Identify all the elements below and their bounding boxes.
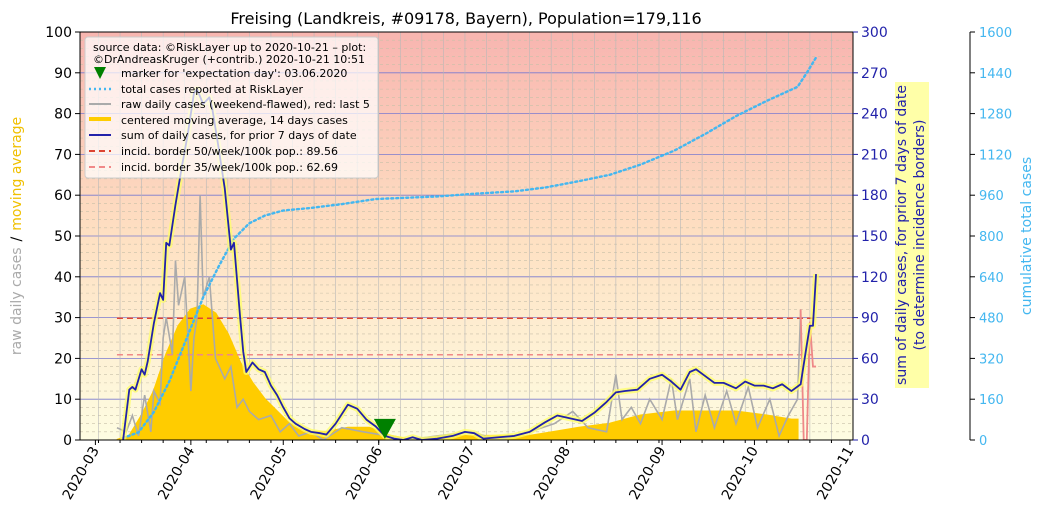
right-axis-label-line1: sum of daily cases, for prior 7 days of … (894, 85, 910, 385)
left-axis-label-raw: raw daily cases (9, 247, 25, 355)
legend-item-border35: incid. border 35/week/100k pop.: 62.69 (121, 161, 338, 174)
left-axis-label: raw daily cases / moving average (9, 117, 25, 355)
y-left-tick-label: 70 (54, 147, 72, 163)
expectation-day-marker (373, 418, 396, 439)
y-right-tick-label: 240 (861, 107, 888, 123)
legend-item-total: total cases reported at RiskLayer (121, 83, 304, 96)
legend-item-border50: incid. border 50/week/100k pop.: 89.56 (121, 145, 338, 158)
right-axis-label-box (895, 82, 929, 388)
svg-text:raw daily cases/moving average: raw daily cases / moving average (9, 117, 25, 355)
y-far-right-tick-label: 960 (979, 189, 1004, 204)
legend-header-2: ©DrAndreasKruger (+contrib.) 2020-10-21 … (93, 53, 365, 66)
x-tick-label: 2020-08 (531, 444, 574, 503)
x-tick-label: 2020-05 (248, 444, 291, 503)
y-left-tick-label: 100 (45, 25, 72, 41)
far-right-axis-label-text: cumulative total cases (1019, 157, 1035, 315)
x-tick-label: 2020-11 (814, 444, 857, 503)
y-far-right-tick-label: 1440 (979, 67, 1012, 82)
right-axis-label-line2: (to determine incidence borders) (912, 120, 928, 351)
y-far-right-tick-label: 640 (979, 271, 1004, 286)
y-right-tick-label: 0 (861, 433, 870, 449)
chart-title: Freising (Landkreis, #09178, Bayern), Po… (230, 9, 701, 28)
y-right-tick-label: 90 (861, 311, 879, 327)
y-left-tick-label: 30 (54, 311, 72, 327)
y-far-right-tick-label: 1120 (979, 148, 1012, 163)
legend-header-1: source data: ©RiskLayer up to 2020-10-21… (93, 41, 366, 54)
right-axis-label: sum of daily cases, for prior 7 days of … (894, 85, 910, 385)
x-tick-label: 2020-07 (435, 444, 478, 503)
y-left-tick-label: 10 (54, 392, 72, 408)
y-left-tick-label: 20 (54, 351, 72, 367)
x-tick-label: 2020-06 (343, 444, 386, 503)
y-left-tick-label: 40 (54, 270, 72, 286)
y-far-right-tick-label: 800 (979, 230, 1004, 245)
legend-marker-icon (94, 67, 106, 79)
y-right-tick-label: 30 (861, 392, 879, 408)
far-right-axis-label: cumulative total cases (1019, 157, 1035, 315)
legend-item-avg: centered moving average, 14 days cases (121, 114, 348, 127)
y-right-tick-label: 180 (861, 188, 888, 204)
y-right-tick-label: 120 (861, 270, 888, 286)
legend-item-sum7: sum of daily cases, for prior 7 days of … (121, 129, 357, 142)
legend-item-raw: raw daily cases (weekend-flawed), red: l… (121, 98, 370, 111)
y-far-right-tick-label: 1280 (979, 108, 1012, 123)
y-right-tick-label: 60 (861, 351, 879, 367)
legend-box (84, 36, 379, 179)
left-axis-label-sep: / (9, 236, 25, 241)
y-right-tick-label: 270 (861, 66, 888, 82)
raw-daily-cases-line (116, 195, 802, 440)
y-left-tick-label: 50 (54, 229, 72, 245)
x-tick-label: 2020-04 (155, 444, 198, 503)
y-left-tick-label: 60 (54, 188, 72, 204)
raw-daily-cases-last5-line (799, 309, 817, 440)
y-left-tick-label: 0 (63, 433, 72, 449)
y-left-tick-label: 90 (54, 66, 72, 82)
y-right-tick-label: 300 (861, 25, 888, 41)
x-tick-label: 2020-03 (60, 444, 103, 503)
legend-item-expectation: marker for 'expectation day': 03.06.2020 (121, 67, 347, 80)
y-far-right-tick-label: 0 (979, 434, 987, 449)
y-right-tick-label: 210 (861, 147, 888, 163)
x-tick-label: 2020-09 (626, 444, 669, 503)
legend: source data: ©RiskLayer up to 2020-10-21… (84, 36, 379, 179)
x-tick-label: 2020-10 (719, 444, 762, 503)
y-right-tick-label: 150 (861, 229, 888, 245)
total-cases-line (121, 56, 818, 440)
y-far-right-tick-label: 480 (979, 312, 1004, 327)
y-far-right-tick-label: 320 (979, 352, 1004, 367)
right-axis-label-2: (to determine incidence borders) (912, 120, 928, 351)
left-axis-label-avg: moving average (9, 117, 25, 231)
y-far-right-tick-label: 1600 (979, 26, 1012, 41)
y-left-tick-label: 80 (54, 107, 72, 123)
y-far-right-tick-label: 160 (979, 393, 1004, 408)
